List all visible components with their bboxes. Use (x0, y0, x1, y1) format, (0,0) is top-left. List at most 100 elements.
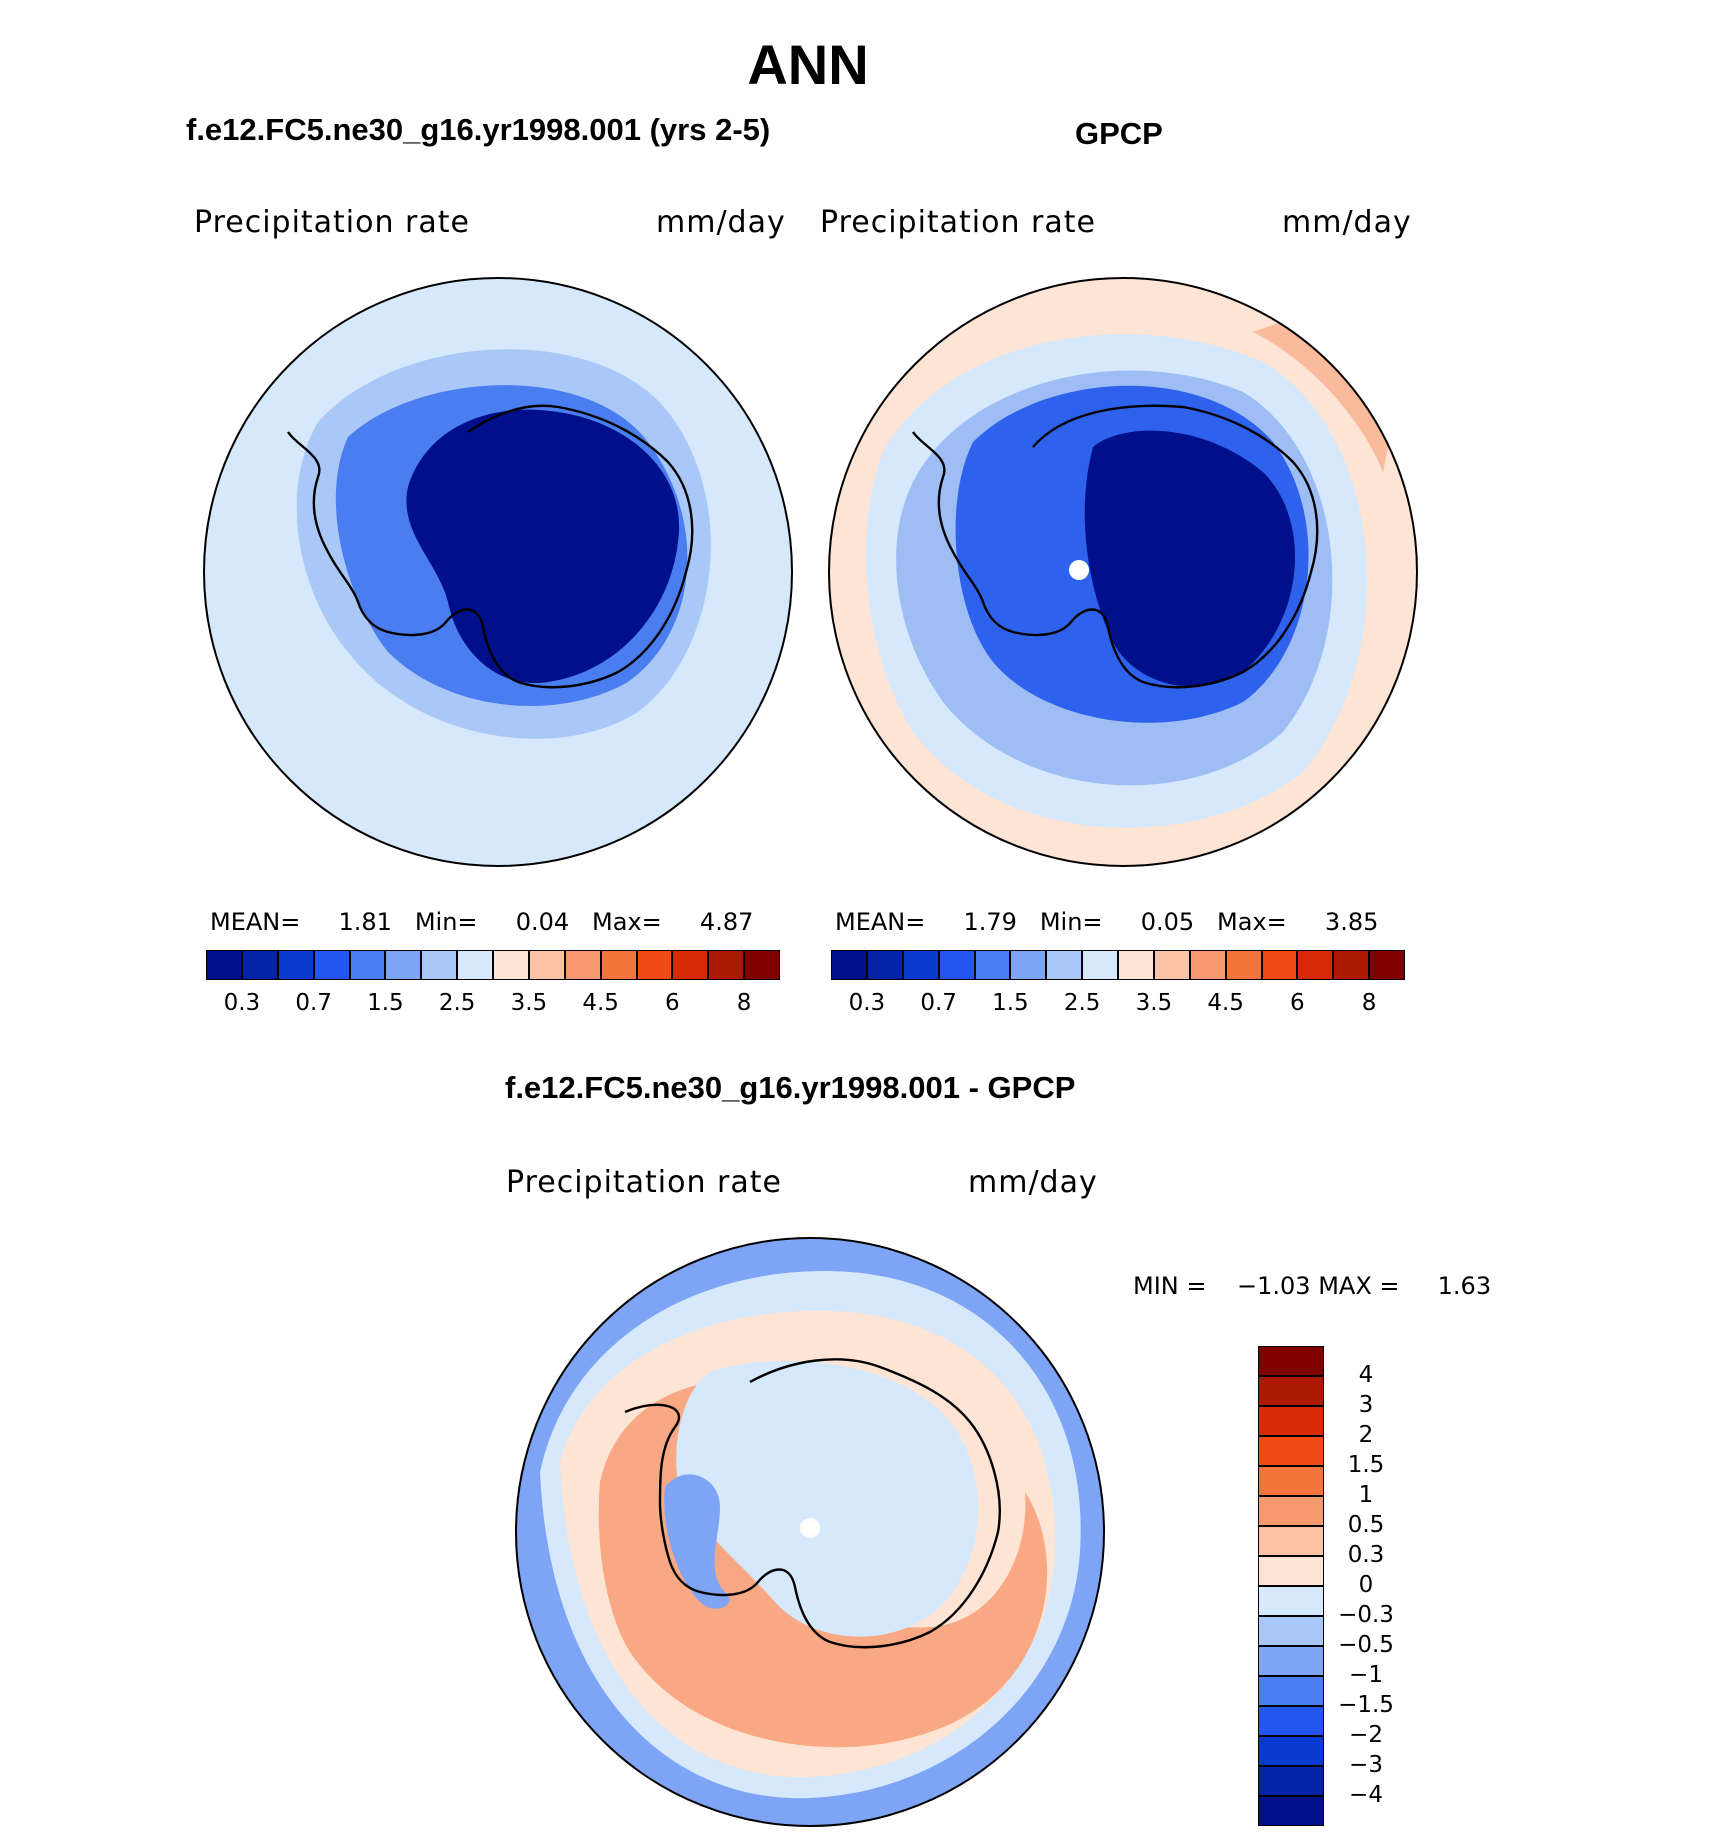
model-colorbar-swatch (528, 950, 565, 980)
diff-colorbar-swatch (1258, 1706, 1324, 1736)
obs-colorbar-tick-label: 1.5 (992, 990, 1029, 1016)
diff-units-label: mm/day (968, 1165, 1098, 1200)
diff-negative-patch (664, 1474, 730, 1609)
diff-colorbar (1258, 1346, 1324, 1826)
obs-colorbar-swatch (1010, 950, 1047, 980)
diff-colorbar-tick-label: 0.5 (1347, 1512, 1385, 1538)
diff-colorbar-swatch (1258, 1466, 1324, 1496)
model-colorbar-labels: 0.3 0.7 1.5 2.5 3.5 4.5 6 8 (206, 990, 780, 1020)
obs-colorbar-tick-label: 3.5 (1135, 990, 1173, 1016)
diff-colorbar-swatch (1258, 1406, 1324, 1436)
diff-colorbar-tick-label: 1 (1358, 1482, 1374, 1508)
obs-coastline (912, 404, 1319, 689)
model-stats: MEAN= 1.81 Min= 0.04 Max= 4.87 (210, 908, 754, 936)
diff-pole-marker (800, 1518, 820, 1538)
diff-coastline (624, 1358, 1001, 1649)
obs-panel-title: GPCP (1075, 116, 1163, 151)
obs-colorbar-swatch (1046, 950, 1083, 980)
obs-variable-label: Precipitation rate (820, 205, 1096, 240)
diff-colorbar-tick-label: −2 (1349, 1722, 1383, 1748)
diff-colorbar-swatch (1258, 1586, 1324, 1616)
model-colorbar-tick-label: 8 (736, 990, 752, 1016)
diff-colorbar-swatch (1258, 1796, 1324, 1826)
model-colorbar-swatch (744, 950, 780, 980)
obs-colorbar-swatch (1189, 950, 1226, 980)
diff-colorbar-tick-label: 4 (1358, 1362, 1374, 1388)
diff-colorbar-swatch (1258, 1556, 1324, 1586)
obs-colorbar-tick-label: 6 (1290, 990, 1305, 1016)
diff-colorbar-tick-label: −0.3 (1338, 1602, 1394, 1628)
diff-colorbar-swatch (1258, 1646, 1324, 1676)
diff-colorbar-swatch (1258, 1766, 1324, 1796)
diff-colorbar-tick-label: −1.5 (1338, 1692, 1394, 1718)
model-colorbar-swatch (564, 950, 601, 980)
obs-colorbar-swatch (938, 950, 975, 980)
diff-colorbar-tick-label: 1.5 (1347, 1452, 1385, 1478)
diff-colorbar-swatch (1258, 1526, 1324, 1556)
model-colorbar-tick-label: 1.5 (367, 990, 404, 1016)
model-coastline (287, 404, 694, 689)
model-colorbar-tick-label: 4.5 (582, 990, 619, 1016)
diff-interior (676, 1360, 979, 1637)
model-colorbar-swatch (600, 950, 637, 980)
model-colorbar-swatch (206, 950, 242, 980)
obs-colorbar-tick-label: 4.5 (1207, 990, 1244, 1016)
model-colorbar-tick-label: 0.7 (295, 990, 332, 1016)
model-colorbar-swatch (385, 950, 422, 980)
diff-colorbar-tick-label: −1 (1349, 1662, 1383, 1688)
model-warm-edge (204, 419, 223, 467)
diff-variable-label: Precipitation rate (506, 1165, 782, 1200)
diff-colorbar-swatch (1258, 1676, 1324, 1706)
obs-units-label: mm/day (1282, 205, 1412, 240)
diff-colorbar-swatch (1258, 1436, 1324, 1466)
obs-colorbar-swatch (902, 950, 939, 980)
model-panel-title: f.e12.FC5.ne30_g16.yr1998.001 (yrs 2-5) (186, 112, 771, 147)
model-colorbar-swatch (708, 950, 745, 980)
diff-panel-title: f.e12.FC5.ne30_g16.yr1998.001 - GPCP (505, 1070, 1076, 1105)
model-colorbar-swatch (672, 950, 709, 980)
model-variable-label: Precipitation rate (194, 205, 470, 240)
model-colorbar-swatch (493, 950, 529, 980)
model-colorbar-tick-label: 6 (665, 990, 680, 1016)
diff-polar-map (515, 1237, 1105, 1827)
obs-colorbar-tick-label: 2.5 (1063, 990, 1101, 1016)
diff-colorbar-swatch (1258, 1376, 1324, 1406)
model-colorbar-swatch (277, 950, 314, 980)
model-colorbar-swatch (349, 950, 386, 980)
model-colorbar-tick-label: 2.5 (438, 990, 476, 1016)
obs-colorbar-tick-label: 0.3 (848, 990, 886, 1016)
obs-colorbar-swatch (1369, 950, 1405, 980)
obs-colorbar-swatch (1333, 950, 1370, 980)
model-colorbar-swatch (421, 950, 458, 980)
obs-ice-sheet (1084, 430, 1296, 687)
model-ice-sheet (406, 409, 680, 684)
model-colorbar-swatch (313, 950, 350, 980)
obs-colorbar-swatch (1261, 950, 1298, 980)
diff-colorbar-labels: 4 3 2 1.5 1 0.5 0.3 0 −0.3 −0.5 −1 −1.5 −2 −3 −4 (1336, 1346, 1436, 1826)
diff-colorbar-swatch (1258, 1346, 1324, 1376)
model-colorbar-tick-label: 0.3 (223, 990, 261, 1016)
obs-colorbar-tick-label: 8 (1361, 990, 1377, 1016)
model-colorbar-swatch (636, 950, 673, 980)
obs-colorbar (831, 950, 1405, 980)
model-polar-map (203, 277, 793, 867)
diff-colorbar-tick-label: −4 (1349, 1782, 1383, 1808)
diff-colorbar-tick-label: −0.5 (1338, 1632, 1394, 1658)
diff-colorbar-tick-label: 2 (1358, 1422, 1374, 1448)
diff-colorbar-tick-label: 0 (1358, 1572, 1374, 1598)
obs-colorbar-swatch (1118, 950, 1154, 980)
figure-title: ANN (747, 33, 869, 96)
obs-polar-map (828, 277, 1418, 867)
diff-colorbar-tick-label: 3 (1358, 1392, 1374, 1418)
diff-colorbar-swatch (1258, 1736, 1324, 1766)
model-colorbar-tick-label: 3.5 (510, 990, 548, 1016)
obs-colorbar-swatch (974, 950, 1011, 980)
obs-colorbar-swatch (1082, 950, 1118, 980)
obs-colorbar-labels: 0.3 0.7 1.5 2.5 3.5 4.5 6 8 (831, 990, 1405, 1020)
model-colorbar (206, 950, 780, 980)
obs-pole-marker (1069, 560, 1089, 580)
obs-colorbar-swatch (1153, 950, 1190, 980)
obs-colorbar-tick-label: 0.7 (920, 990, 957, 1016)
obs-colorbar-swatch (866, 950, 903, 980)
model-units-label: mm/day (656, 205, 786, 240)
